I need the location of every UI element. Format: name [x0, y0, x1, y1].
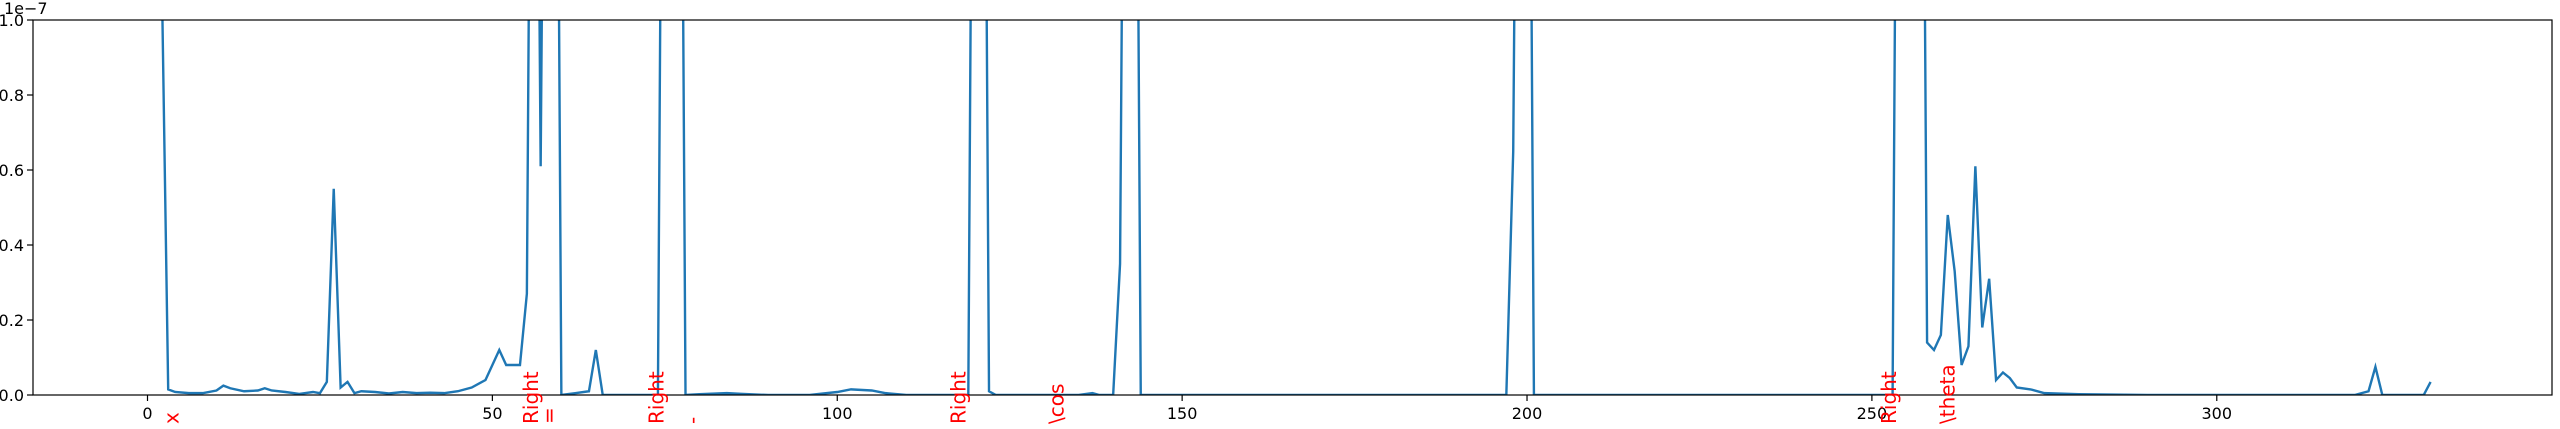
annotation: \theta — [1936, 364, 1960, 424]
y-tick-label: 0.0 — [0, 386, 24, 405]
y-offset-label: 1e−7 — [4, 0, 48, 18]
x-tick-label: 150 — [1167, 404, 1198, 423]
annotation: \cos — [1045, 384, 1069, 424]
y-tick-label: 0.2 — [0, 311, 24, 330]
annotation: Right — [947, 371, 971, 424]
annotation: = — [537, 407, 561, 424]
annotation: Right — [1877, 371, 1901, 424]
x-tick-label: 300 — [2202, 404, 2233, 423]
annotation: x — [160, 412, 184, 424]
annotation: - — [680, 417, 704, 424]
x-tick-label: 250 — [1857, 404, 1888, 423]
y-tick-label: 0.6 — [0, 161, 24, 180]
x-tick-label: 50 — [482, 404, 502, 423]
x-tick-label: 100 — [822, 404, 853, 423]
y-tick-label: 1.0 — [0, 11, 24, 30]
axes-frame — [32, 19, 2553, 396]
y-tick-label: 0.4 — [0, 236, 24, 255]
annotation: Right — [519, 371, 543, 424]
y-tick-label: 0.8 — [0, 86, 24, 105]
line-series — [161, 20, 2432, 395]
annotation: Right — [644, 371, 668, 424]
x-tick-label: 200 — [1512, 404, 1543, 423]
x-tick-label: 0 — [142, 404, 152, 423]
